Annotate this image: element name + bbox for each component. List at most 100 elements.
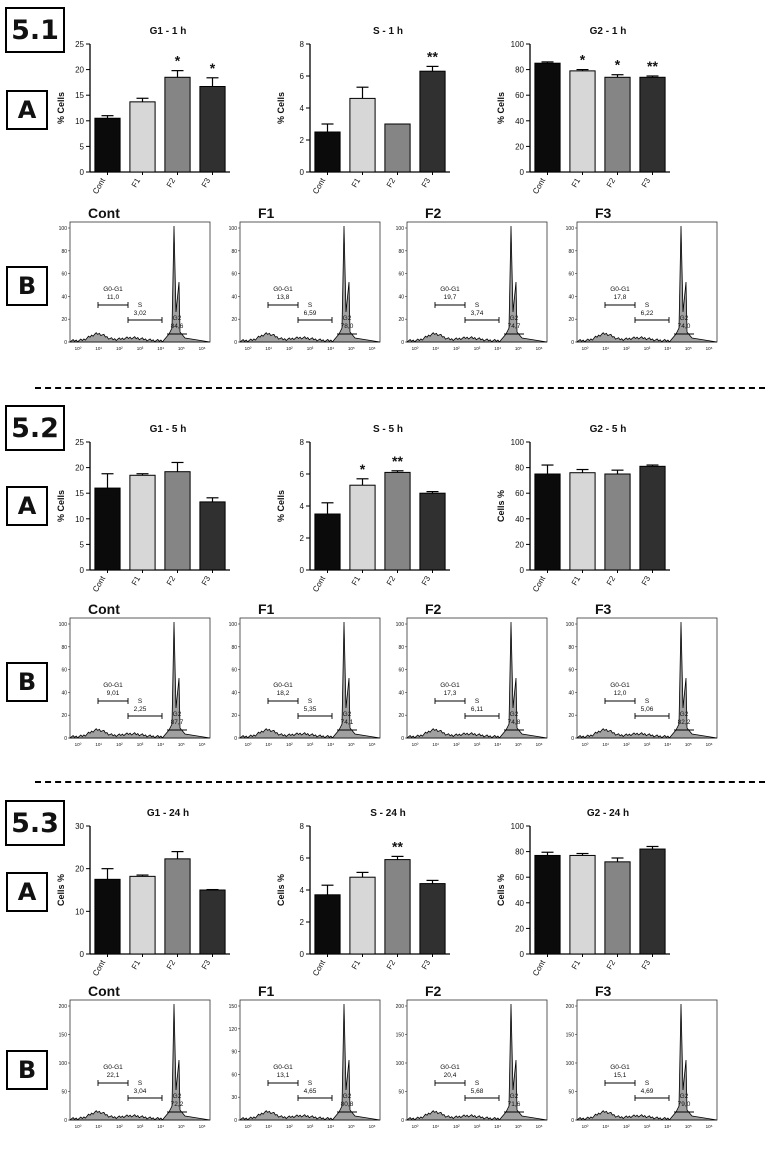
histogram-title: F3 <box>595 601 612 617</box>
gate-label: G2 <box>343 1093 352 1100</box>
histogram-title: F2 <box>425 601 442 617</box>
y-tick-label: 5 <box>80 540 85 549</box>
x-tick-label: F3 <box>420 958 433 971</box>
bar-f3 <box>419 70 446 173</box>
gate-label: G0-G1 <box>103 286 123 293</box>
hist-y-tick-label: 40 <box>398 294 404 300</box>
gate-value-s: 3,02 <box>134 310 147 317</box>
hist-x-tick-label: 10⁵ <box>348 742 355 747</box>
y-axis-label: % Cells <box>56 92 66 124</box>
bar-f1 <box>569 854 596 955</box>
gate-label: G2 <box>343 711 352 718</box>
x-tick-label: F1 <box>130 574 143 587</box>
hist-y-tick-label: 100 <box>59 622 68 628</box>
significance-mark: * <box>580 52 586 68</box>
bar-f2 <box>384 471 411 571</box>
bar-f1 <box>349 876 376 955</box>
y-tick-label: 4 <box>300 104 305 113</box>
hist-y-tick-label: 100 <box>566 1061 575 1067</box>
gate-value-s: 6,22 <box>641 310 654 317</box>
gate-label: G0-G1 <box>273 286 293 293</box>
gate-label: G0-G1 <box>440 1064 460 1071</box>
hist-x-tick-label: 10⁵ <box>178 1124 185 1129</box>
x-tick-label: F1 <box>570 176 583 189</box>
histogram-title: F1 <box>258 601 275 617</box>
histogram-curve <box>405 621 548 739</box>
hist-x-tick-label: 10⁰ <box>412 1124 419 1129</box>
significance-mark: * <box>210 60 216 76</box>
hist-y-tick-label: 40 <box>231 690 237 696</box>
gate-label: S <box>475 1080 480 1087</box>
hist-x-tick-label: 10¹ <box>602 1124 609 1129</box>
hist-y-tick-label: 80 <box>61 645 67 651</box>
histogram-title: F1 <box>258 983 275 999</box>
hist-y-tick-label: 100 <box>59 226 68 232</box>
bar-cont <box>94 117 121 173</box>
hist-y-tick-label: 20 <box>61 317 67 323</box>
bar-f1 <box>349 484 376 571</box>
hist-x-tick-label: 10³ <box>307 742 314 747</box>
hist-y-tick-label: 20 <box>231 713 237 719</box>
hist-y-tick-label: 150 <box>566 1033 575 1039</box>
y-axis-label: Cells % <box>56 874 66 906</box>
x-tick-label: F2 <box>605 176 618 189</box>
hist-x-tick-label: 10³ <box>137 1124 144 1129</box>
hist-x-tick-label: 10⁰ <box>245 742 252 747</box>
hist-y-tick-label: 60 <box>568 668 574 674</box>
x-tick-label: F1 <box>130 176 143 189</box>
gate-label: G0-G1 <box>610 286 630 293</box>
y-tick-label: 0 <box>520 566 525 575</box>
hist-y-tick-label: 0 <box>234 1118 237 1124</box>
gate-value-g2: 80,8 <box>341 1101 354 1108</box>
hist-x-tick-label: 10⁶ <box>536 742 543 747</box>
hist-x-tick-label: 10⁴ <box>157 346 164 351</box>
gate-value-s: 3,74 <box>471 310 484 317</box>
hist-x-tick-label: 10¹ <box>432 742 439 747</box>
gate-label: G2 <box>173 1093 182 1100</box>
y-tick-label: 60 <box>515 91 524 100</box>
histogram-curve <box>68 225 211 343</box>
bar-f1 <box>569 472 596 571</box>
hist-y-tick-label: 20 <box>61 713 67 719</box>
hist-x-tick-label: 10⁵ <box>348 346 355 351</box>
gate-value-g2: 72,2 <box>171 1101 184 1108</box>
histogram-frame <box>576 617 718 739</box>
gate-value-s: 2,25 <box>134 706 147 713</box>
histogram-curve <box>405 225 548 343</box>
bar-f2 <box>384 123 411 173</box>
hist-y-tick-label: 100 <box>229 226 238 232</box>
y-tick-label: 40 <box>515 515 524 524</box>
y-tick-label: 20 <box>75 66 84 75</box>
hist-y-tick-label: 60 <box>231 1072 237 1078</box>
gate-label: G2 <box>510 711 519 718</box>
hist-y-tick-label: 0 <box>401 1118 404 1124</box>
y-axis-label: Cells % <box>496 874 506 906</box>
y-tick-label: 2 <box>300 534 305 543</box>
y-tick-label: 10 <box>75 907 84 916</box>
significance-mark: * <box>360 461 366 477</box>
gate-label: G2 <box>510 315 519 322</box>
chart-title: G2 - 24 h <box>587 808 629 819</box>
hist-x-tick-label: 10⁵ <box>348 1124 355 1129</box>
gate-label: G0-G1 <box>440 682 460 689</box>
bar-cont <box>94 878 121 955</box>
gate-value-g2: 79,0 <box>678 1101 691 1108</box>
y-tick-label: 40 <box>515 899 524 908</box>
gate-value-g0g1: 22,1 <box>107 1072 120 1079</box>
y-tick-label: 100 <box>511 40 525 49</box>
gate-value-s: 4,65 <box>304 1088 317 1095</box>
gate-label: G0-G1 <box>610 682 630 689</box>
y-axis-label: % Cells <box>496 92 506 124</box>
gate-label: G0-G1 <box>610 1064 630 1071</box>
hist-y-tick-label: 80 <box>398 645 404 651</box>
hist-x-tick-label: 10¹ <box>95 1124 102 1129</box>
y-tick-label: 100 <box>511 822 525 831</box>
hist-x-tick-label: 10¹ <box>602 742 609 747</box>
gate-label: G0-G1 <box>440 286 460 293</box>
hist-y-tick-label: 90 <box>231 1050 237 1056</box>
y-tick-label: 60 <box>515 489 524 498</box>
x-tick-label: F3 <box>200 958 213 971</box>
hist-x-tick-label: 10⁴ <box>494 1124 501 1129</box>
gate-value-s: 6,11 <box>471 706 484 713</box>
